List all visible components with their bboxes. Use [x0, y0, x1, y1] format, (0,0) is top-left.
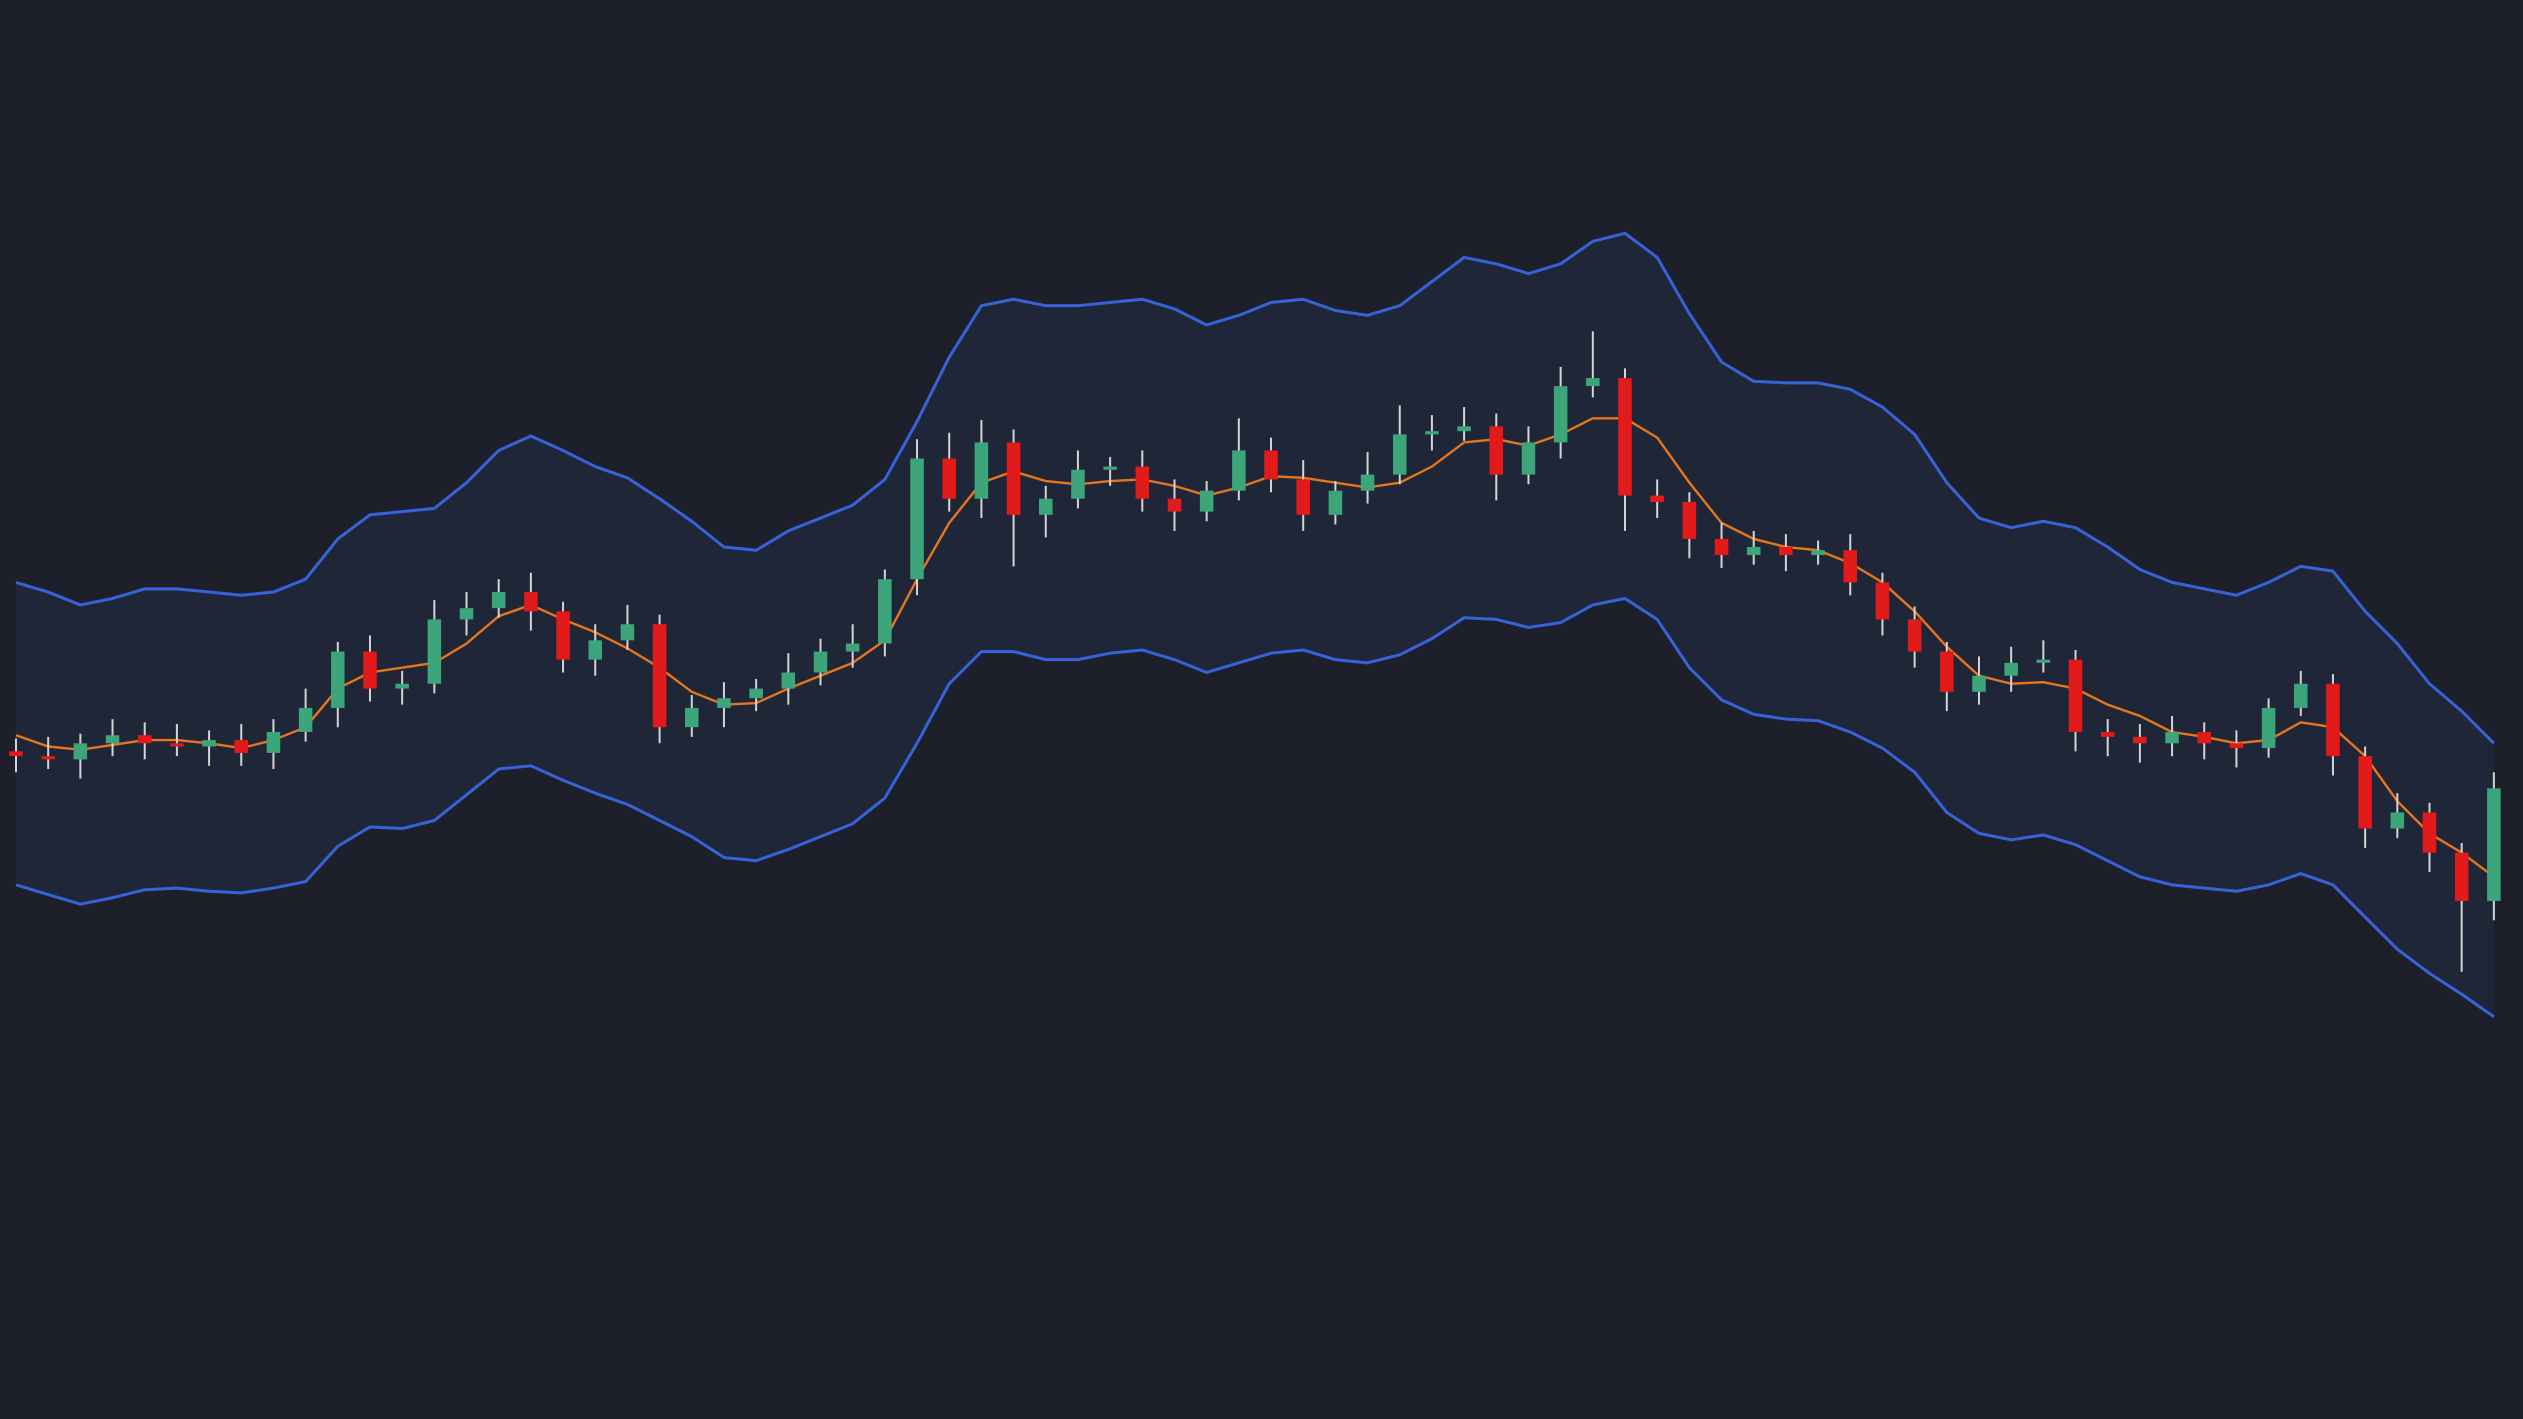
candle-body: [105, 735, 120, 744]
candle-body: [2422, 812, 2437, 853]
candle-body: [2454, 852, 2469, 901]
candle-body: [685, 707, 699, 728]
candle-body: [2294, 683, 2308, 708]
candle-body: [588, 640, 602, 660]
candle-body: [491, 592, 506, 609]
candle-body: [1392, 434, 1407, 475]
candle-body: [1232, 450, 1246, 491]
candle-body: [1328, 490, 1343, 515]
candle-body: [2229, 743, 2244, 749]
candle-body: [1746, 547, 1761, 556]
candle-body: [1682, 501, 1697, 539]
candle-body: [1264, 450, 1278, 480]
candle-body: [652, 624, 667, 728]
candle-body: [1940, 651, 1954, 692]
candle-body: [202, 740, 216, 747]
candle-body: [1618, 378, 1632, 496]
candle-body: [1135, 466, 1150, 499]
candle-body: [845, 643, 860, 652]
candle-body: [749, 688, 763, 699]
candle-body: [1006, 442, 1021, 515]
candle-body: [1167, 498, 1182, 512]
candle-body: [427, 619, 442, 684]
candle-body: [878, 579, 892, 644]
candle-body: [2487, 788, 2501, 901]
candle-body: [2261, 707, 2276, 749]
candle-body: [9, 751, 23, 757]
candle-body: [1071, 469, 1085, 499]
candle-body: [1779, 547, 1793, 556]
candle-body: [1875, 582, 1890, 620]
candle-body: [1907, 619, 1922, 652]
candle-body: [2100, 732, 2115, 737]
candle-body: [73, 743, 88, 760]
band-lower: [15, 596, 2495, 1019]
candle-body: [1457, 426, 1471, 432]
candle-body: [974, 442, 989, 499]
candle-body: [2068, 659, 2083, 733]
band-upper: [15, 231, 2495, 745]
candle-body: [1811, 550, 1825, 556]
candle-body: [717, 698, 731, 708]
candle-body: [1296, 479, 1310, 515]
candle-body: [2165, 732, 2179, 744]
candle-body: [524, 592, 538, 612]
candle-body: [1714, 538, 1729, 556]
candle-body: [910, 458, 924, 580]
candle-body: [2390, 812, 2405, 829]
candle-body: [556, 611, 570, 660]
candle-body: [1039, 498, 1053, 515]
candle-body: [1103, 466, 1117, 470]
candle-body: [170, 743, 184, 747]
candle-body: [942, 458, 956, 499]
candle-body: [1521, 442, 1536, 475]
candle-body: [2004, 662, 2018, 676]
candle-body: [813, 651, 828, 673]
candle-body: [620, 624, 635, 641]
candle-body: [2326, 683, 2340, 757]
candle-body: [298, 707, 313, 733]
band-fill: [16, 233, 2494, 1017]
candle-body: [1360, 474, 1375, 491]
candle-body: [363, 651, 377, 689]
candle-body: [1425, 431, 1439, 435]
candle-body: [1586, 378, 1600, 387]
candle-body: [137, 735, 152, 744]
candle-body: [2197, 732, 2211, 744]
candle-body: [1972, 675, 1986, 692]
candle-body: [2358, 756, 2372, 829]
candle-body: [2133, 736, 2147, 744]
candle-body: [1843, 550, 1858, 583]
candle-body: [1553, 386, 1568, 443]
candle-body: [395, 683, 409, 689]
candle-body: [2036, 659, 2051, 663]
candle-body: [1650, 495, 1664, 502]
candle-body: [459, 608, 474, 620]
candle-body: [266, 732, 281, 753]
candle-body: [781, 672, 796, 689]
candle-body: [234, 740, 249, 753]
candle-body: [1489, 426, 1504, 475]
candle-body: [331, 651, 345, 708]
candle-body: [1199, 490, 1214, 512]
candle-body: [41, 756, 55, 760]
